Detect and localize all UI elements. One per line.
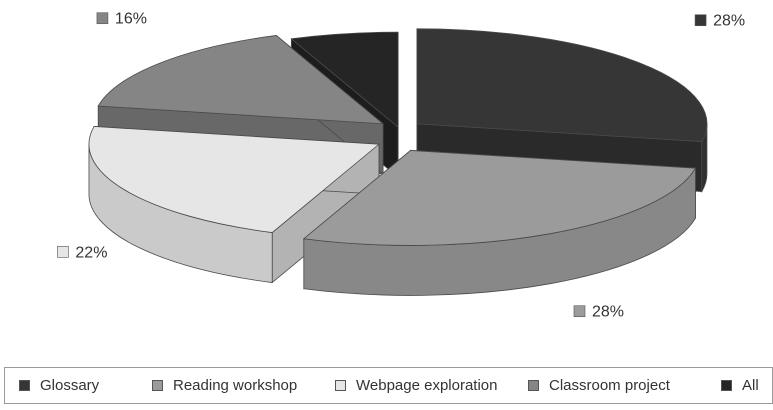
data-label-webpage-exploration: 22% <box>57 244 107 261</box>
slice-top-classroom-project <box>97 35 385 125</box>
legend-item-reading-workshop: Reading workshop <box>152 377 297 394</box>
legend-item-glossary: Glossary <box>19 377 99 394</box>
pie-chart: 28%28%22%16%6% <box>57 11 745 321</box>
slice-top-webpage-exploration <box>88 126 381 233</box>
legend-item-all: All <box>721 377 759 394</box>
pie-data-labels: 28%28%22%16%6% <box>57 11 745 321</box>
chart-legend: Glossary Reading workshop Webpage explor… <box>4 367 773 404</box>
legend-swatch-reading-workshop <box>152 380 163 391</box>
legend-swatch-classroom-project <box>528 380 539 391</box>
legend-item-webpage-exploration: Webpage exploration <box>335 377 498 394</box>
legend-swatch-all <box>721 380 732 391</box>
legend-swatch-glossary <box>19 380 30 391</box>
data-label-text-webpage-exploration: 22% <box>75 244 107 261</box>
legend-label-reading-workshop: Reading workshop <box>173 377 298 394</box>
slice-top-all <box>290 31 399 128</box>
legend-label-all: All <box>742 377 759 394</box>
data-label-reading-workshop: 28% <box>573 304 624 321</box>
legend-item-classroom-project: Classroom project <box>528 377 670 394</box>
data-label-marker-reading-workshop <box>573 305 586 318</box>
data-label-text-reading-workshop: 28% <box>592 304 624 321</box>
data-label-marker-glossary <box>694 14 707 27</box>
data-label-marker-classroom-project <box>96 12 109 25</box>
slice-top-glossary <box>416 28 708 142</box>
legend-label-classroom-project: Classroom project <box>549 377 670 394</box>
data-label-text-classroom-project: 16% <box>115 11 147 28</box>
legend-label-glossary: Glossary <box>40 377 100 394</box>
data-label-text-glossary: 28% <box>713 13 745 30</box>
pie-slices <box>88 28 708 296</box>
data-label-marker-webpage-exploration <box>57 245 69 258</box>
legend-label-webpage-exploration: Webpage exploration <box>356 377 498 394</box>
data-label-glossary: 28% <box>694 13 745 30</box>
legend-swatch-webpage-exploration <box>335 380 346 391</box>
data-label-classroom-project: 16% <box>96 11 147 28</box>
slice-top-reading-workshop <box>302 150 697 246</box>
slice-reading-workshop <box>302 149 697 296</box>
slice-webpage-exploration <box>88 126 381 284</box>
